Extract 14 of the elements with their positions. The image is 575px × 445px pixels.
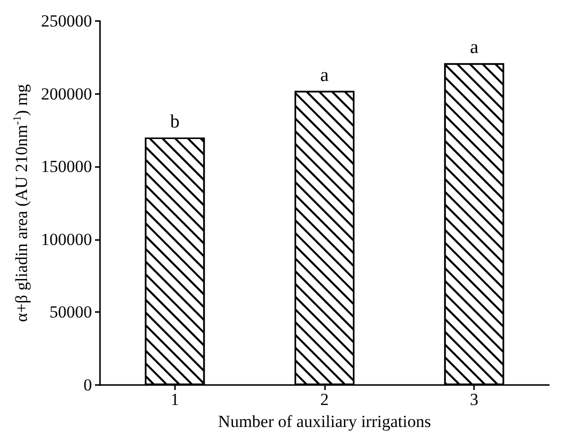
x-axis-title: Number of auxiliary irrigations <box>218 412 431 431</box>
y-tick-label: 100000 <box>41 230 92 249</box>
y-tick-label: 0 <box>84 376 92 394</box>
annotation: a <box>470 37 479 58</box>
y-tick-label: 200000 <box>41 84 92 104</box>
y-tick-label: 250000 <box>41 12 92 30</box>
y-tick-label: 150000 <box>41 157 92 176</box>
annotation: b <box>170 111 180 132</box>
x-tick-label: 1 <box>170 390 180 409</box>
y-tick-label: 50000 <box>50 302 92 322</box>
y-axis-title: α+β gliadin area (AU 210nm-1) mg <box>12 84 32 322</box>
x-tick-label: 2 <box>320 390 329 409</box>
annotation: a <box>320 64 330 86</box>
x-tick-label: 3 <box>470 390 478 409</box>
